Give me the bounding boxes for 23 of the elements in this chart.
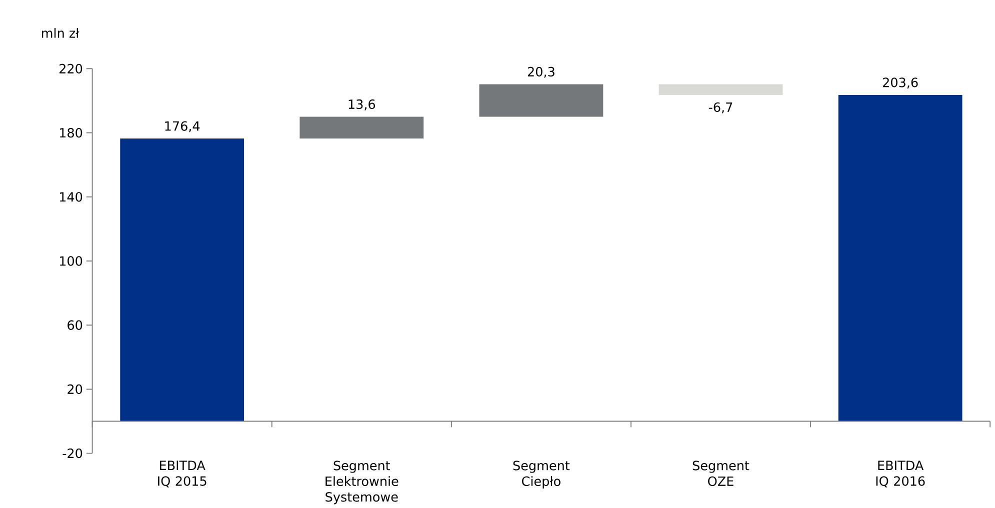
x-tick-label: Segment Elektrownie Systemowe [326, 460, 398, 504]
bar [120, 138, 244, 422]
y-tick-label: -20 [62, 448, 82, 458]
x-tick-label: Segment Ciepło [513, 460, 570, 488]
bar [838, 94, 962, 422]
data-label: -6,7 [708, 102, 732, 114]
x-tick-label: EBITDA IQ 2016 [876, 460, 925, 488]
x-tick-label: Segment OZE [692, 460, 750, 486]
y-tick-label: 140 [60, 192, 82, 202]
bar [658, 84, 783, 95]
data-label: 20,3 [528, 66, 554, 78]
y-tick-label: 180 [60, 128, 82, 138]
data-label: 13,6 [348, 99, 376, 110]
y-tick-label: 20 [68, 384, 82, 394]
y-tick-label: 60 [68, 320, 82, 330]
y-axis-title: mln zł [42, 28, 80, 38]
data-label: 176,4 [165, 121, 200, 132]
bar [300, 116, 424, 138]
bar [479, 84, 604, 117]
x-tick-label: EBITDA IQ 2015 [158, 460, 206, 488]
y-tick-label: 100 [60, 256, 82, 266]
y-tick-label: 220 [60, 64, 82, 74]
data-label: 203,6 [883, 77, 918, 88]
